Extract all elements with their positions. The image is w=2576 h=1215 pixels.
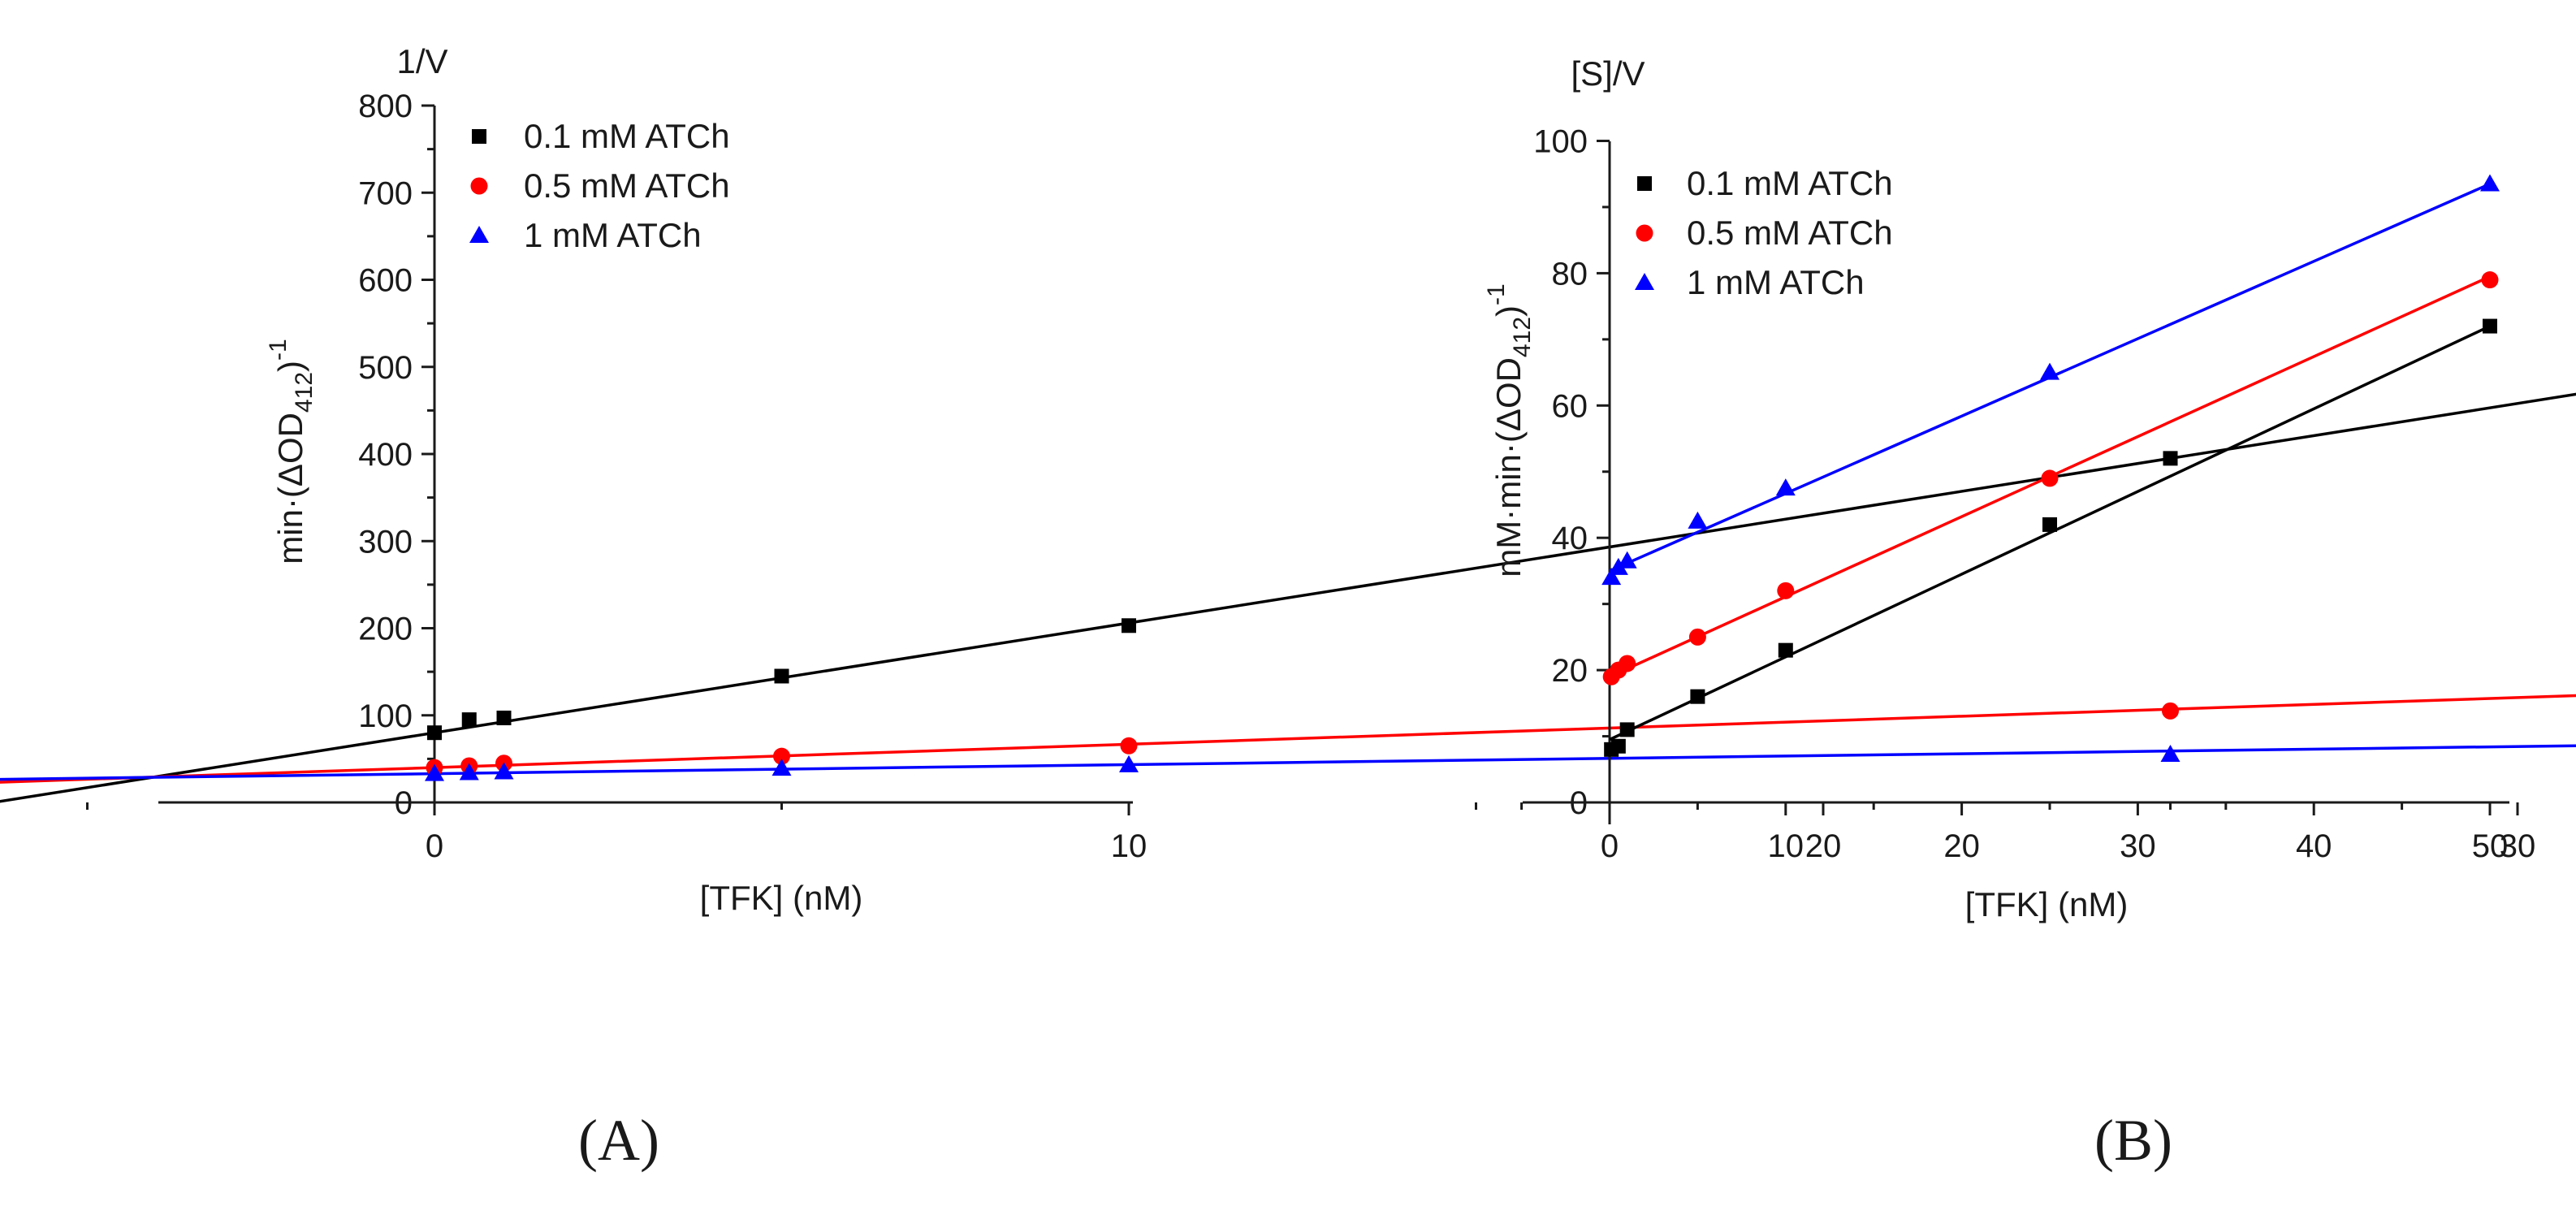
legend-marker-2 [470,177,488,195]
data-point-series-2 [2162,702,2179,720]
legend-marker-1 [472,129,486,144]
y-axis-title-superscript: -1 [1483,283,1510,305]
y-tick-label: 20 [1552,653,1588,689]
fit-line-3 [0,744,2576,781]
fit-line-1 [1609,324,2491,742]
data-point-series-2 [2481,271,2499,289]
data-point-series-3 [1688,511,1708,529]
y-tick-label: 200 [358,612,413,647]
data-point-series-1 [1778,642,1793,658]
y-axis-title: min·(ΔOD412)-1 [265,339,318,564]
x-tick-label: 30 [2500,828,2536,864]
fit-line-2 [0,694,2576,784]
data-point-series-3 [1617,551,1637,569]
y-tick-label: 0 [1570,785,1588,821]
y-tick-label: 0 [395,785,413,821]
x-tick-label: 20 [1805,828,1842,864]
data-point-series-1 [1610,738,1626,754]
legend-marker-1 [1637,176,1652,191]
x-tick-label: 10 [1111,828,1148,864]
data-point-series-1 [2042,517,2057,532]
data-point-series-1 [1122,618,1136,633]
x-tick-label: 0 [426,828,443,864]
y-axis-title-close: ) [1489,305,1528,317]
data-point-series-3 [1119,755,1139,772]
data-point-series-1 [2163,451,2178,466]
y-axis-title-main: min·(ΔOD [271,413,309,564]
y-tick-label: 800 [358,89,413,124]
data-point-series-2 [1619,655,1636,672]
data-point-series-3 [494,762,514,780]
y-tick-label: 60 [1552,388,1588,424]
y-axis-title-main: mM·min·(ΔOD [1489,357,1528,577]
legend-label-3: 1 mM ATCh [524,216,702,254]
y-tick-label: 500 [358,350,413,386]
x-tick-label: 40 [2296,828,2332,864]
y-tick-label: 80 [1552,256,1588,292]
legend-label-1: 0.1 mM ATCh [524,117,730,155]
data-point-series-2 [1777,582,1795,599]
data-point-series-3 [459,763,479,780]
y-tick-label: 700 [358,175,413,211]
data-point-series-1 [461,712,477,728]
fit-line-1 [0,392,2576,803]
data-point-series-3 [425,763,444,781]
legend-label-2: 0.5 mM ATCh [1687,214,1893,252]
data-point-series-3 [2160,745,2181,763]
data-point-series-3 [1775,478,1796,496]
data-point-series-3 [2480,174,2500,192]
legend-marker-3 [469,226,489,243]
x-axis-title: [TFK] (nM) [1965,885,2129,923]
y-tick-label: 100 [1533,124,1588,160]
legend-label-3: 1 mM ATCh [1687,263,1865,301]
y-axis-title-subscript: 412 [1509,317,1536,357]
data-point-series-3 [2040,362,2060,380]
y-axis-top-label: [S]/V [1571,54,1645,93]
panel-caption: (A) [578,1108,659,1173]
data-point-series-1 [427,725,442,741]
x-tick-label: 50 [2472,828,2509,864]
x-tick-label: 20 [1943,828,1980,864]
data-point-series-1 [496,710,512,725]
y-tick-label: 40 [1552,521,1588,556]
y-axis-top-label: 1/V [396,42,447,80]
y-axis-title-close: ) [271,361,309,372]
y-tick-label: 400 [358,437,413,473]
panel-caption: (B) [2094,1108,2172,1173]
y-tick-label: 600 [358,263,413,299]
data-point-series-3 [1608,557,1628,575]
x-tick-label: 0 [1601,828,1619,864]
data-point-series-1 [774,668,789,684]
legend-marker-3 [1635,273,1654,290]
y-tick-label: 100 [358,698,413,734]
x-axis-title: [TFK] (nM) [700,879,863,917]
data-point-series-2 [2041,469,2059,487]
data-point-series-3 [772,759,792,776]
legend-label-1: 0.1 mM ATCh [1687,164,1893,202]
data-point-series-2 [773,747,790,765]
x-tick-label: 10 [1768,828,1804,864]
data-point-series-1 [1619,722,1635,737]
data-point-series-1 [2483,318,2497,334]
panel-a-chart: -20-100102030405001002003004005006007008… [0,42,2576,1173]
y-axis-title-subscript: 412 [291,372,318,413]
x-tick-label: 30 [2120,828,2156,864]
data-point-series-2 [1120,737,1138,755]
y-axis-title-superscript: -1 [265,339,292,361]
y-axis-title: mM·min·(ΔOD412)-1 [1483,283,1536,577]
y-tick-label: 300 [358,524,413,560]
data-point-series-3 [1601,568,1622,586]
legend-marker-2 [1636,224,1653,242]
data-point-series-1 [1690,689,1705,704]
legend-label-2: 0.5 mM ATCh [524,166,730,205]
data-point-series-2 [1688,628,1706,646]
